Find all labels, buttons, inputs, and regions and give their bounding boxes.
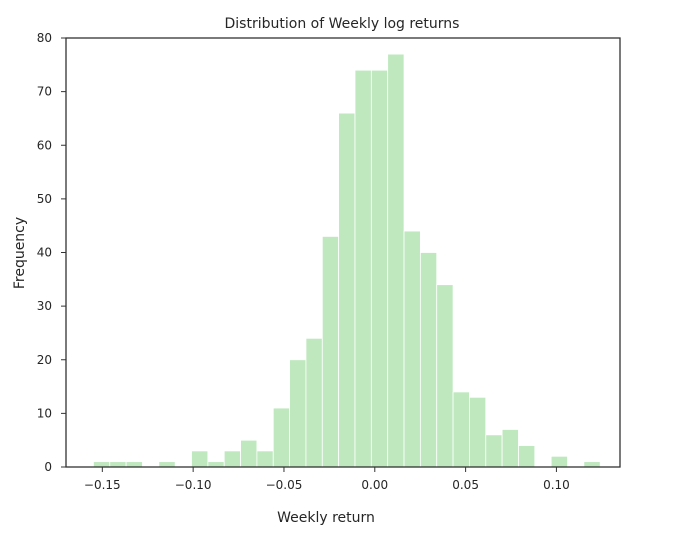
histogram-bar (501, 429, 519, 468)
y-tick-label: 70 (37, 85, 52, 99)
histogram-bar (354, 69, 372, 468)
histogram-bar (469, 396, 487, 468)
y-tick-label: 60 (37, 138, 52, 152)
histogram-bar (403, 230, 421, 468)
x-axis-ticks: −0.15 −0.10 −0.05 0.00 0.05 0.10 (84, 467, 570, 492)
histogram-bar (240, 439, 258, 468)
x-tick-label: 0.10 (543, 478, 570, 492)
x-axis-label: Weekly return (277, 510, 375, 526)
histogram-bar (256, 450, 274, 468)
histogram-bar (518, 445, 536, 468)
histogram-bar (109, 461, 127, 468)
histogram-bar (93, 461, 111, 468)
histogram-bar (125, 461, 143, 468)
x-tick-label: 0.05 (452, 478, 479, 492)
histogram-bar (338, 112, 356, 468)
y-tick-label: 80 (37, 31, 52, 45)
histogram-bar (387, 53, 405, 468)
y-tick-label: 20 (37, 353, 52, 367)
y-tick-label: 50 (37, 192, 52, 206)
x-tick-label: −0.05 (266, 478, 303, 492)
histogram-bar (583, 461, 601, 468)
histogram-bars (93, 53, 601, 468)
histogram-bar (305, 337, 323, 468)
y-tick-label: 40 (37, 246, 52, 260)
histogram-bar (191, 450, 209, 468)
y-axis-ticks: 0 10 20 30 40 50 60 70 80 (37, 31, 66, 474)
histogram-bar (419, 252, 438, 468)
histogram-bar (272, 407, 291, 468)
histogram-bar (223, 450, 241, 468)
histogram-bar (550, 455, 568, 468)
histogram-bar (436, 284, 454, 468)
histogram-bar (207, 461, 225, 468)
x-tick-label: −0.10 (175, 478, 212, 492)
histogram-bar (321, 236, 340, 468)
x-tick-label: −0.15 (84, 478, 121, 492)
x-tick-label: 0.00 (361, 478, 388, 492)
y-tick-label: 0 (44, 460, 52, 474)
histogram-bar (452, 391, 470, 468)
histogram-bar (485, 434, 503, 468)
y-tick-label: 10 (37, 406, 52, 420)
chart-title: Distribution of Weekly log returns (225, 16, 460, 32)
y-tick-label: 30 (37, 299, 52, 313)
histogram-bar (158, 461, 176, 468)
histogram-bar (370, 69, 389, 468)
histogram-bar (289, 359, 307, 468)
y-axis-label: Frequency (12, 217, 28, 289)
